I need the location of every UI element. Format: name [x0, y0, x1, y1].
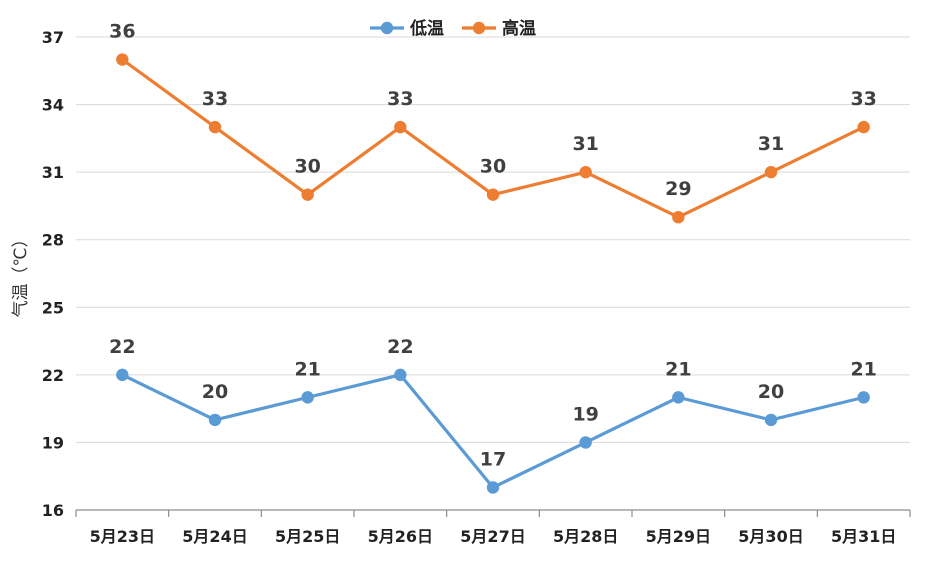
legend-marker	[380, 21, 394, 35]
data-label: 20	[758, 381, 784, 403]
data-label: 17	[480, 448, 506, 470]
legend-marker	[472, 21, 486, 35]
legend-label: 低温	[409, 18, 444, 39]
data-point	[208, 413, 222, 427]
data-point	[672, 210, 685, 224]
y-tick-label: 25	[42, 298, 64, 317]
data-label: 33	[387, 88, 413, 110]
data-label: 19	[572, 403, 598, 425]
data-label: 33	[202, 88, 228, 110]
y-tick-label: 16	[42, 501, 64, 520]
axes: 16 19 22 25 28 31 34 37 5月23日 5月24日 5月25日 5月26日 5月27…	[42, 28, 911, 546]
data-point	[301, 188, 314, 201]
data-label: 21	[294, 358, 320, 380]
data-label: 36	[109, 21, 135, 43]
legend: 低温 高温	[370, 18, 536, 39]
data-label: 29	[665, 178, 691, 200]
data-point	[394, 120, 407, 134]
x-tick-label: 5月26日	[368, 527, 433, 546]
data-label: 20	[202, 381, 228, 403]
x-tick-label: 5月24日	[182, 527, 247, 546]
data-label: 30	[294, 156, 320, 178]
data-point	[579, 165, 592, 179]
data-label: 30	[480, 156, 506, 178]
x-tick-label: 5月23日	[90, 527, 155, 546]
data-label: 31	[758, 133, 784, 155]
data-label: 33	[850, 88, 876, 110]
x-tick-label: 5月28日	[553, 527, 618, 546]
series-lines	[116, 53, 870, 494]
x-tick-label: 5月27日	[460, 527, 525, 546]
data-point	[857, 391, 870, 404]
data-point	[857, 120, 870, 134]
series-line-0	[121, 373, 865, 490]
data-label: 22	[109, 336, 135, 358]
x-tick-label: 5月30日	[738, 527, 803, 546]
data-point	[486, 481, 500, 494]
data-point	[116, 53, 129, 66]
x-tick-label: 5月29日	[646, 527, 711, 546]
data-point	[394, 368, 407, 382]
legend-label: 高温	[502, 18, 536, 39]
data-point	[486, 188, 500, 201]
data-point	[116, 368, 129, 382]
x-tick-label: 5月25日	[275, 527, 340, 546]
data-point	[301, 391, 314, 404]
data-point	[764, 165, 778, 179]
data-point	[764, 413, 778, 427]
y-axis-title: 气温（℃）	[11, 230, 31, 317]
y-tick-label: 34	[42, 96, 64, 115]
data-point	[208, 120, 222, 134]
data-point	[672, 391, 685, 404]
data-label: 21	[665, 358, 691, 380]
data-label: 21	[850, 358, 876, 380]
data-point	[579, 436, 592, 449]
gridlines	[76, 36, 910, 443]
y-tick-label: 19	[42, 433, 64, 452]
y-tick-label: 31	[42, 163, 64, 182]
x-tick-label: 5月31日	[831, 527, 896, 546]
y-tick-label: 37	[42, 28, 64, 47]
data-labels: 22 20 21 22 17 19 21 20 21 36 33 30 33 30 31 29 31 33	[109, 21, 877, 471]
data-label: 22	[387, 336, 413, 358]
data-label: 31	[572, 133, 598, 155]
y-tick-label: 28	[42, 231, 64, 250]
y-tick-label: 22	[42, 366, 64, 385]
